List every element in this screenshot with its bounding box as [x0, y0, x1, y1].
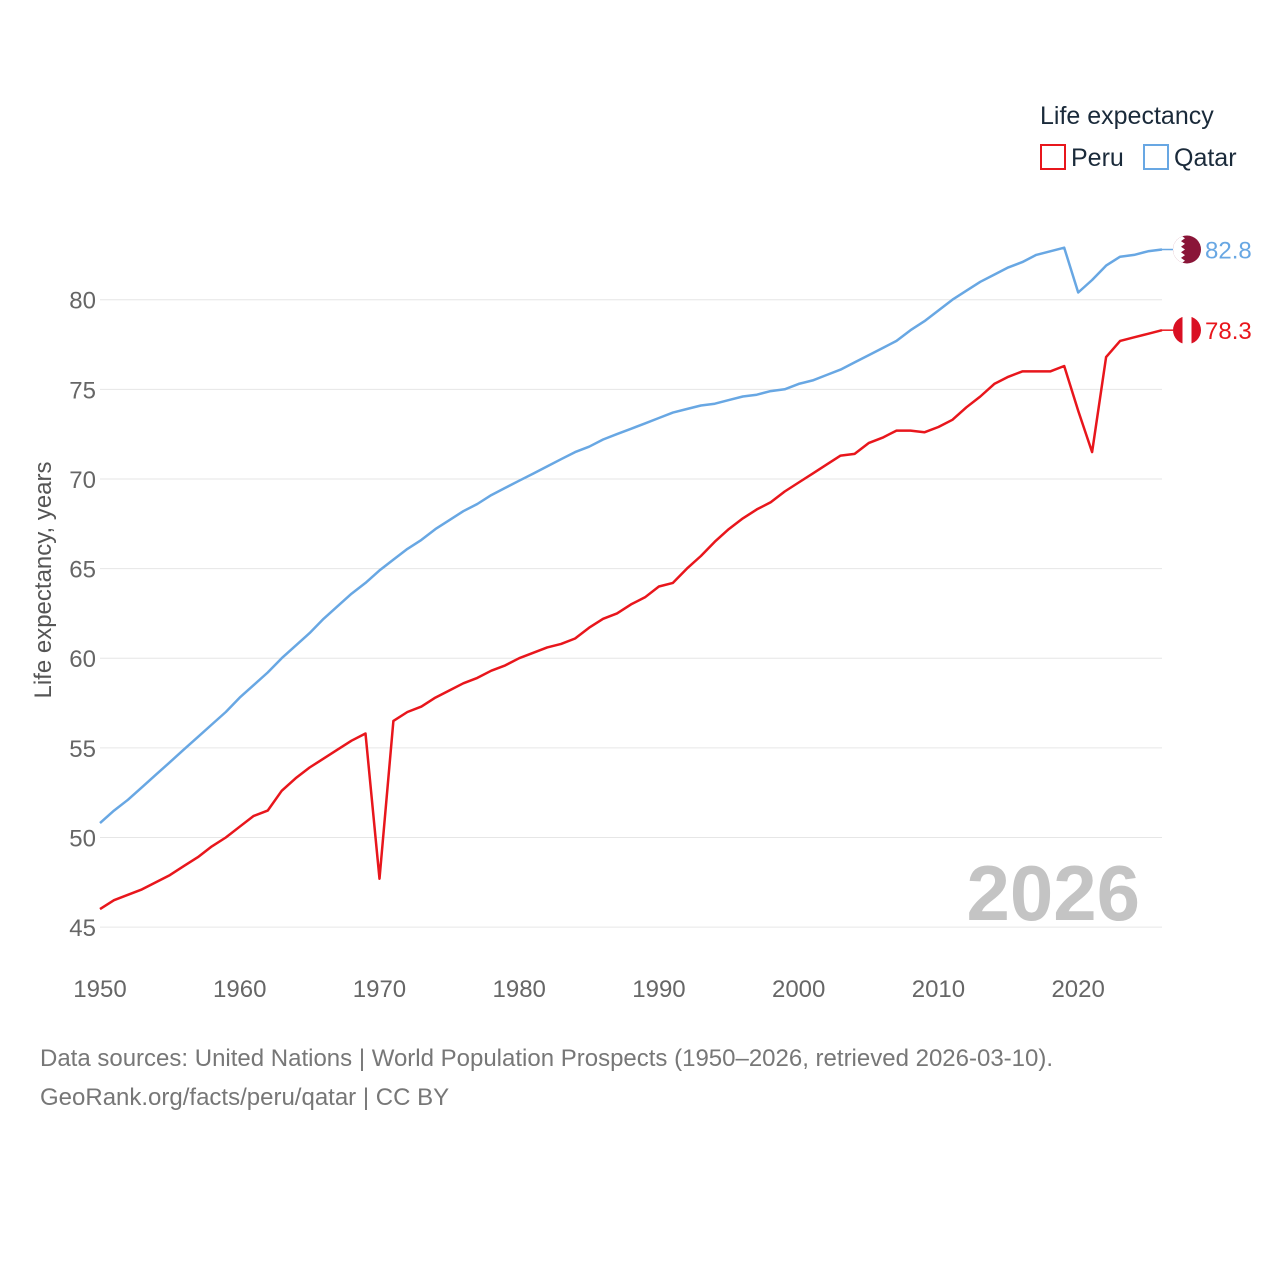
series-lines — [99, 246, 1173, 911]
peru-flag-icon — [1173, 316, 1201, 345]
y-tick-label: 65 — [69, 557, 96, 584]
legend-title: Life expectancy — [1040, 102, 1214, 130]
y-tick-label: 80 — [69, 288, 96, 315]
legend-swatch-qatar — [1143, 144, 1169, 170]
y-tick-label: 75 — [69, 377, 96, 404]
x-tick-label: 1960 — [213, 976, 266, 1003]
y-tick-label: 70 — [69, 467, 96, 494]
series-line-peru — [99, 328, 1163, 911]
x-axis-ticks: 1950 1960 1970 1980 1990 2000 2010 2020 — [73, 976, 1105, 1003]
legend-label-qatar: Qatar — [1174, 144, 1237, 172]
x-tick-label: 1990 — [632, 976, 685, 1003]
x-tick-label: 2000 — [772, 976, 825, 1003]
grid-lines — [100, 299, 1162, 928]
y-tick-label: 60 — [69, 646, 96, 673]
y-axis-label: Life expectancy, years — [30, 461, 57, 698]
y-tick-label: 45 — [69, 915, 96, 942]
legend-label-peru: Peru — [1071, 144, 1124, 172]
life-expectancy-chart: 45 50 55 60 65 70 75 80 1950 1960 1970 1980 1990 200… — [30, 102, 1252, 1003]
series-line-qatar — [99, 246, 1163, 825]
legend-swatch-peru — [1040, 144, 1066, 170]
x-tick-label: 1970 — [353, 976, 406, 1003]
peru-end-value-label: 78.3 — [1205, 318, 1252, 345]
y-tick-label: 55 — [69, 736, 96, 763]
x-tick-label: 1950 — [73, 976, 126, 1003]
x-tick-label: 1980 — [493, 976, 546, 1003]
x-tick-label: 2010 — [912, 976, 965, 1003]
qatar-flag-icon — [1173, 235, 1201, 264]
footer-sources: Data sources: United Nations | World Pop… — [40, 1045, 1054, 1072]
y-tick-label: 50 — [69, 825, 96, 852]
year-watermark: 2026 — [966, 849, 1140, 937]
x-tick-label: 2020 — [1051, 976, 1104, 1003]
y-axis-ticks: 45 50 55 60 65 70 75 80 — [69, 288, 96, 942]
footer-attribution: GeoRank.org/facts/peru/qatar | CC BY — [40, 1084, 450, 1111]
qatar-end-value-label: 82.8 — [1205, 238, 1252, 265]
legend: Life expectancy Peru Qatar — [1040, 102, 1237, 172]
